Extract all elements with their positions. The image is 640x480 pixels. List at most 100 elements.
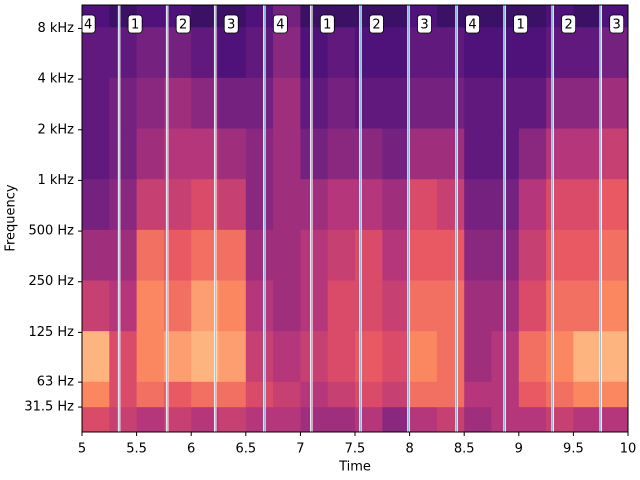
heatmap-cell xyxy=(546,381,574,408)
heatmap-cell xyxy=(109,77,138,129)
heatmap-cell xyxy=(273,381,301,408)
heatmap-cell xyxy=(136,77,165,129)
y-tick-label: 31.5 Hz xyxy=(24,400,74,415)
beat-label-box xyxy=(369,14,384,34)
heatmap-cell xyxy=(355,77,383,129)
heatmap-cell xyxy=(82,406,110,432)
heatmap-cell xyxy=(245,77,274,129)
heatmap-cell xyxy=(136,178,165,230)
heatmap-cell xyxy=(355,406,383,432)
beat-label: 1 xyxy=(323,18,331,33)
beat-label-box xyxy=(417,14,432,34)
heatmap-cell xyxy=(136,280,165,332)
heatmap-cell xyxy=(300,330,329,382)
beat-label-box xyxy=(561,14,577,34)
beat-label-box xyxy=(465,14,480,34)
heatmap-cell xyxy=(436,280,465,332)
heatmap-cell xyxy=(163,229,192,281)
heatmap-cell xyxy=(464,330,492,382)
heatmap-cell xyxy=(273,77,301,129)
heatmap-cell xyxy=(436,381,465,408)
heatmap-cell xyxy=(218,330,247,382)
heatmap-cell xyxy=(300,77,329,129)
heatmap-cell xyxy=(600,406,628,432)
heatmap-cell xyxy=(136,330,165,382)
heatmap-cell xyxy=(546,128,574,180)
heatmap-cell xyxy=(464,229,492,281)
heatmap-cell xyxy=(600,381,628,408)
heatmap-cell xyxy=(82,26,110,78)
heatmap-cell xyxy=(136,26,165,78)
heatmap-cell xyxy=(518,128,547,180)
heatmap-cell xyxy=(163,330,192,382)
heatmap-cell xyxy=(573,128,602,180)
heatmap-cell xyxy=(436,5,465,28)
heatmap-cell xyxy=(300,26,329,78)
heatmap-cell xyxy=(245,229,274,281)
beat-label: 3 xyxy=(227,18,235,33)
beat-label-box xyxy=(272,14,288,34)
heatmap-cell xyxy=(109,178,138,230)
heatmap-cell xyxy=(546,77,574,129)
heatmap-cell xyxy=(109,26,138,78)
heatmap-cell xyxy=(409,26,438,78)
heatmap-cell xyxy=(218,26,247,78)
heatmap-cell xyxy=(273,330,301,382)
x-tick-label: 7 xyxy=(296,442,304,457)
heatmap-cell xyxy=(464,77,492,129)
y-tick-label: 63 Hz xyxy=(37,375,74,390)
heatmap-cell xyxy=(409,330,438,382)
heatmap-cell xyxy=(163,280,192,332)
heatmap-cell xyxy=(382,330,411,382)
heatmap-cell xyxy=(327,381,356,408)
heatmap-cell xyxy=(573,229,602,281)
heatmap-cell xyxy=(163,128,192,180)
heatmap-cell xyxy=(573,280,602,332)
heatmap-cell xyxy=(546,26,574,78)
x-tick-label: 6 xyxy=(187,442,195,457)
heatmap-cell xyxy=(546,229,574,281)
heatmap-cell xyxy=(546,280,574,332)
beat-label: 3 xyxy=(613,18,621,33)
heatmap-cell xyxy=(218,178,247,230)
x-tick-label: 5.5 xyxy=(126,442,147,457)
heatmap-cell xyxy=(518,26,547,78)
beat-label-box xyxy=(82,14,96,34)
heatmap-cell xyxy=(163,406,192,432)
heatmap-cell xyxy=(464,178,492,230)
heatmap-cell xyxy=(273,280,301,332)
heatmap-cell xyxy=(245,26,274,78)
heatmap-cell xyxy=(573,5,602,28)
heatmap-cell xyxy=(382,381,411,408)
beat-label-box xyxy=(609,14,625,34)
heatmap-cell xyxy=(300,229,329,281)
x-tick-label: 5 xyxy=(78,442,86,457)
heatmap-cell xyxy=(163,26,192,78)
heatmap-cell xyxy=(464,280,492,332)
heatmap-cell xyxy=(245,5,274,28)
heatmap-cell xyxy=(573,406,602,432)
heatmap-cell xyxy=(218,381,247,408)
heatmap-cell xyxy=(218,280,247,332)
heatmap-cell xyxy=(355,330,383,382)
x-axis-label: Time xyxy=(338,460,371,475)
heatmap-cell xyxy=(327,26,356,78)
heatmap-cell xyxy=(355,178,383,230)
heatmap-cell xyxy=(82,280,110,332)
heatmap-cell xyxy=(573,26,602,78)
heatmap-cell xyxy=(409,178,438,230)
heatmap-cell xyxy=(245,406,274,432)
beat-label: 2 xyxy=(372,18,380,33)
heatmap-cell xyxy=(300,280,329,332)
heatmap-cell xyxy=(136,5,165,28)
heatmap-cell xyxy=(273,178,301,230)
beat-label-box xyxy=(127,14,143,34)
x-tick-label: 8 xyxy=(405,442,413,457)
x-tick-label: 10 xyxy=(620,442,637,457)
heatmap-cell xyxy=(518,406,547,432)
heatmap-cell xyxy=(218,77,247,129)
heatmap-cell xyxy=(518,381,547,408)
heatmap-cell xyxy=(436,77,465,129)
heatmap-cell xyxy=(518,229,547,281)
